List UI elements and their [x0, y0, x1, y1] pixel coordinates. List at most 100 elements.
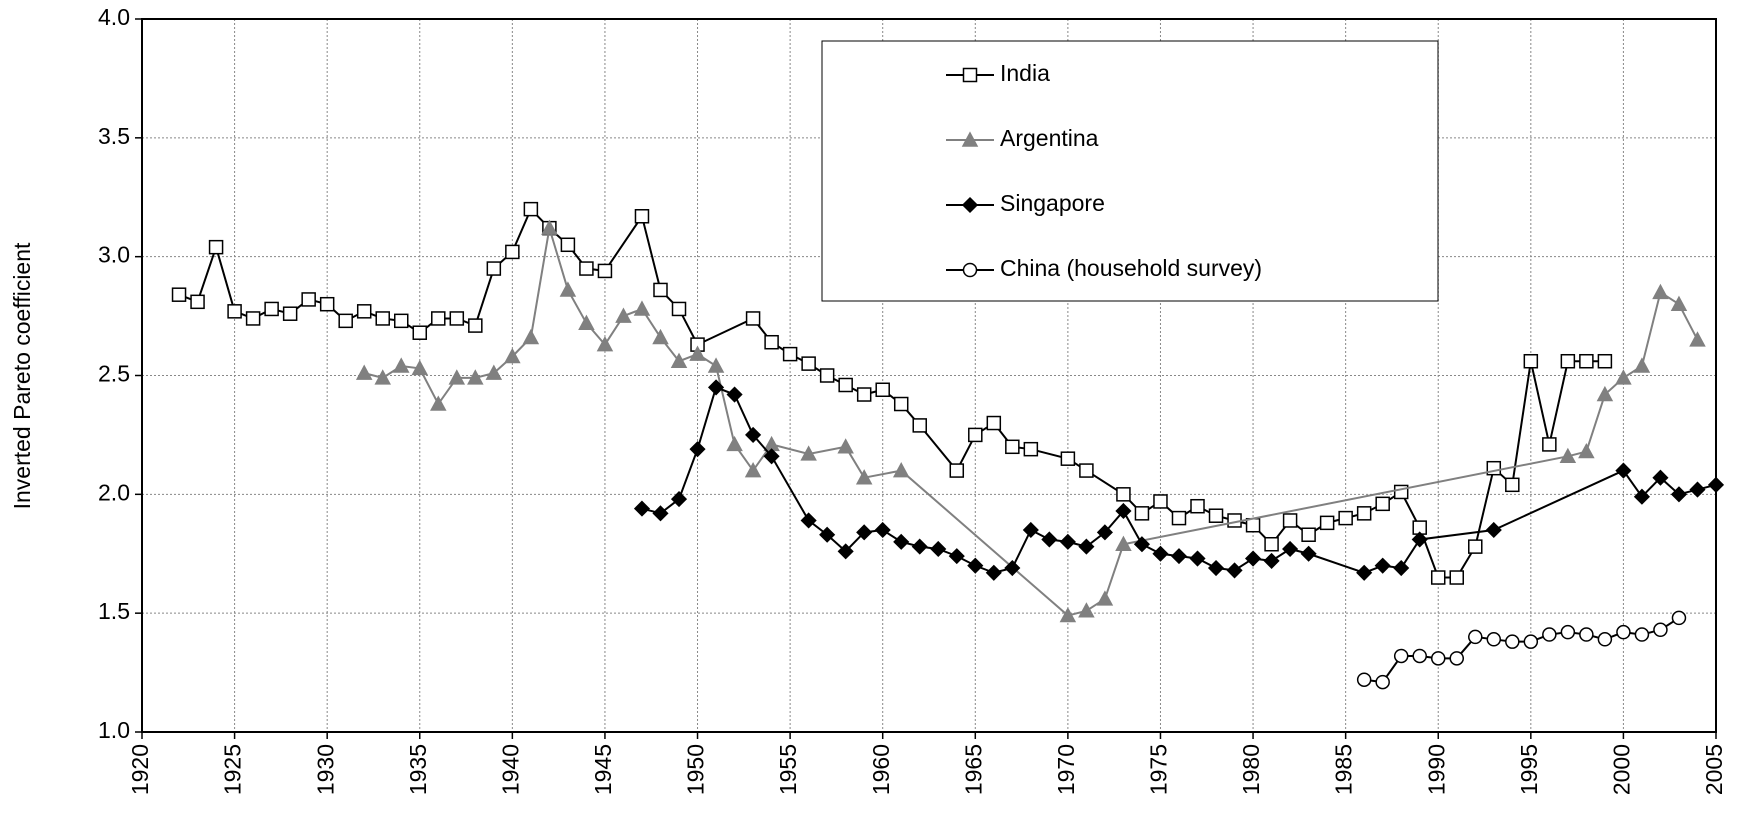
marker: [1375, 674, 1390, 690]
marker: [892, 461, 910, 478]
marker: [1505, 634, 1520, 649]
marker: [579, 261, 594, 276]
x-tick-label: 1995: [1516, 744, 1542, 795]
marker: [855, 469, 873, 485]
marker: [1393, 648, 1409, 664]
marker: [986, 415, 1002, 431]
marker: [356, 304, 372, 319]
marker: [782, 346, 798, 362]
marker: [1171, 510, 1187, 526]
marker: [707, 357, 725, 373]
x-tick-label: 1990: [1423, 744, 1449, 795]
marker: [171, 287, 187, 302]
y-tick-label: 3.0: [98, 242, 130, 268]
x-tick-label: 1975: [1146, 744, 1172, 795]
marker: [652, 505, 669, 522]
marker: [1449, 570, 1465, 585]
marker: [1263, 552, 1280, 569]
marker: [1134, 506, 1150, 521]
marker: [1430, 570, 1446, 585]
marker: [1005, 439, 1020, 455]
series-line: [1364, 617, 1680, 684]
marker: [1633, 488, 1650, 505]
marker: [1430, 651, 1446, 666]
legend-marker: [961, 131, 979, 147]
marker: [1190, 498, 1205, 514]
marker: [190, 294, 205, 310]
marker: [301, 292, 316, 307]
x-tick-label: 1955: [775, 744, 801, 795]
y-axis-label: Inverted Pareto coefficient: [9, 242, 35, 509]
y-tick-label: 2.5: [98, 361, 130, 387]
marker: [392, 357, 410, 373]
marker: [856, 387, 872, 402]
marker: [1374, 557, 1391, 574]
marker: [1670, 295, 1688, 311]
legend-label: India: [1000, 60, 1050, 86]
marker: [1707, 476, 1725, 493]
marker: [1542, 627, 1557, 642]
marker: [504, 347, 521, 364]
marker: [1282, 513, 1298, 528]
marker: [744, 461, 762, 478]
marker: [1096, 590, 1114, 606]
marker: [967, 557, 984, 574]
marker: [1207, 559, 1225, 577]
marker: [726, 435, 743, 452]
legend-box: [821, 40, 1439, 302]
marker: [1059, 606, 1077, 623]
marker: [1356, 506, 1372, 521]
marker: [485, 364, 503, 380]
marker: [745, 311, 761, 326]
marker: [486, 261, 502, 276]
marker: [652, 328, 669, 345]
marker: [1078, 538, 1095, 555]
legend-label: China (household survey): [1000, 255, 1262, 281]
marker: [1319, 515, 1335, 531]
marker: [559, 281, 577, 297]
marker: [1245, 517, 1261, 533]
marker: [374, 369, 391, 385]
x-tick-label: 2005: [1701, 744, 1727, 795]
marker: [596, 336, 614, 352]
y-tick-label: 4.0: [98, 4, 130, 30]
x-tick-label: 1950: [683, 744, 709, 795]
y-tick-label: 1.5: [98, 598, 130, 624]
marker: [411, 359, 429, 376]
marker: [1301, 527, 1316, 542]
marker: [1264, 536, 1279, 552]
marker: [930, 540, 947, 558]
marker: [801, 356, 816, 371]
marker: [1449, 651, 1465, 666]
marker: [819, 368, 835, 383]
marker: [1652, 283, 1669, 300]
marker: [523, 201, 539, 217]
x-tick-label: 1945: [590, 744, 616, 795]
marker: [522, 328, 540, 345]
marker: [1022, 521, 1039, 539]
marker: [1523, 353, 1539, 369]
marker: [837, 543, 854, 560]
marker: [1153, 494, 1168, 509]
marker: [1542, 437, 1557, 452]
marker: [1115, 535, 1132, 551]
marker: [1596, 385, 1614, 402]
marker: [264, 301, 279, 317]
marker: [1079, 463, 1094, 478]
x-tick-label: 1925: [220, 744, 246, 795]
marker: [1356, 672, 1372, 687]
marker: [319, 296, 335, 312]
marker: [431, 311, 446, 326]
marker: [1393, 559, 1410, 577]
marker: [726, 386, 743, 403]
marker: [1579, 627, 1594, 642]
x-tick-label: 1965: [960, 744, 986, 795]
y-tick-label: 1.0: [98, 717, 130, 743]
marker: [1115, 502, 1132, 520]
marker: [1485, 521, 1502, 539]
marker: [1616, 624, 1631, 640]
marker: [1559, 447, 1577, 464]
marker: [1041, 531, 1058, 548]
marker: [1208, 508, 1224, 523]
